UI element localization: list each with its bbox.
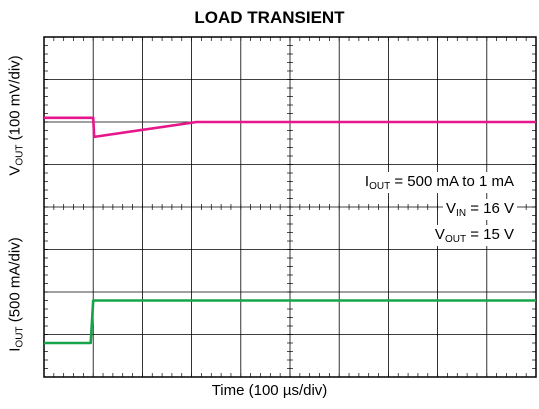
- iout-trace: [44, 299, 536, 345]
- y-axis-label-vout: VOUT (100 mV/div): [6, 55, 26, 176]
- condition-vout: VOUT = 15 V: [431, 225, 517, 246]
- condition-vin: VIN = 16 V: [443, 199, 517, 220]
- chart-title: LOAD TRANSIENT: [194, 8, 345, 27]
- condition-iout: IOUT = 500 mA to 1 mA: [361, 172, 517, 193]
- vout-trace: [44, 116, 536, 139]
- x-axis-label: Time (100 µs/div): [211, 382, 328, 399]
- y-axis-label-iout: IOUT (500 mA/div): [6, 237, 26, 352]
- plot-frame: [43, 36, 537, 378]
